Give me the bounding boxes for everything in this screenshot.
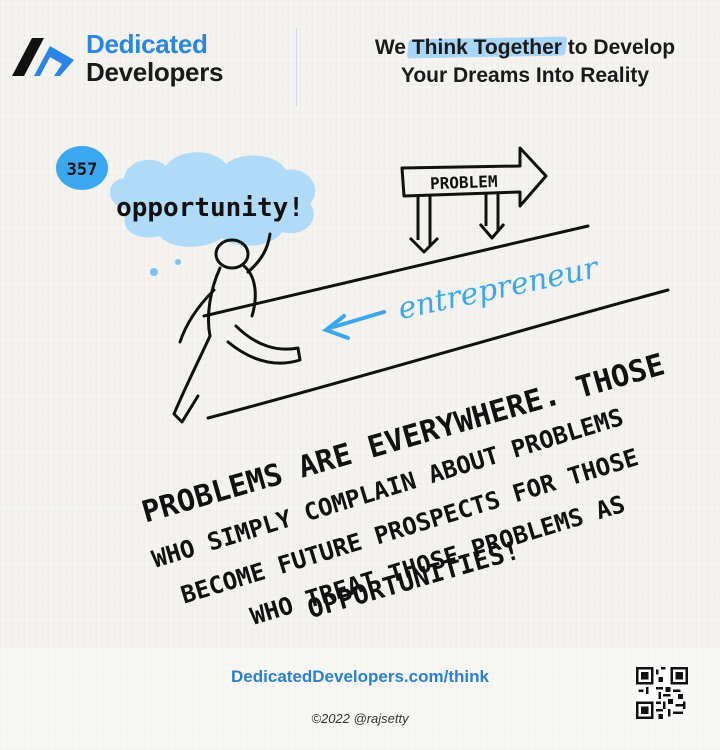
tagline-line2: Your Dreams Into Reality — [400, 64, 650, 87]
qr-code-icon[interactable] — [636, 667, 688, 719]
sign-text: PROBLEM — [430, 172, 498, 193]
footer-copyright: ©2022 @rajsetty — [311, 711, 409, 726]
tagline-highlight: Think Together — [411, 36, 562, 59]
ground-lines — [202, 224, 670, 420]
entrepreneur-arrow — [321, 310, 386, 340]
header: Dedicated Developers We Think Together t… — [0, 0, 720, 110]
sketch-number-badge: 357 — [56, 146, 108, 190]
brand-name: Dedicated Developers — [86, 30, 223, 86]
sketch-number: 357 — [67, 160, 98, 180]
thought-text: opportunity! — [116, 193, 304, 223]
tagline-suffix: to Develop — [561, 36, 676, 59]
brand-name-line1: Dedicated — [86, 29, 208, 59]
thought-cloud: opportunity! — [110, 152, 316, 276]
footer — [0, 648, 720, 750]
dd-chevron-logo-icon — [12, 38, 74, 76]
running-person-figure — [172, 232, 302, 424]
quote-text: PROBLEMS ARE EVERYWHERE. THOSE WHO SIMPL… — [138, 347, 669, 630]
problem-sign — [400, 146, 548, 254]
tagline-prefix: We — [374, 36, 412, 59]
footer-url-link[interactable]: DedicatedDevelopers.com/think — [231, 667, 489, 686]
tagline: We Think Together to Develop Your Dreams… — [330, 34, 720, 90]
brand-name-line2: Developers — [86, 57, 224, 87]
header-divider — [296, 28, 297, 106]
sketch-illustration: 357 opportunity! PROBLEM — [56, 146, 670, 631]
